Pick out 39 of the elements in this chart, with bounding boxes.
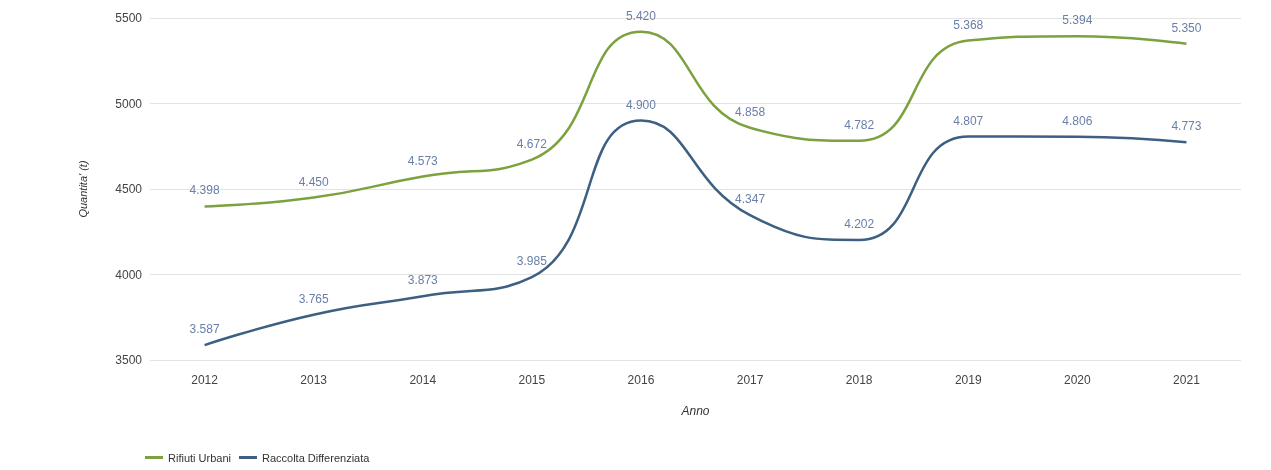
legend-label: Rifiuti Urbani — [168, 451, 231, 464]
x-axis-title: Anno — [680, 404, 710, 418]
x-tick-label: 2013 — [300, 373, 328, 387]
x-tick-label: 2021 — [1173, 373, 1201, 387]
data-label: 4.858 — [735, 104, 766, 119]
y-tick-label: 4500 — [115, 182, 143, 196]
data-label: 3.765 — [298, 291, 329, 306]
y-tick-label: 5500 — [115, 11, 143, 25]
x-tick-label: 2017 — [736, 373, 764, 387]
data-label: 5.420 — [625, 8, 657, 23]
data-label: 5.394 — [1062, 13, 1093, 28]
x-tick-label: 2019 — [954, 373, 982, 387]
x-tick-label: 2016 — [627, 373, 655, 387]
x-tick-label: 2015 — [518, 373, 546, 387]
data-label: 4.450 — [298, 174, 329, 189]
data-label: 4.202 — [844, 216, 875, 231]
x-tick-label: 2018 — [845, 373, 873, 387]
y-tick-label: 5000 — [115, 96, 143, 111]
y-tick-label: 4000 — [115, 267, 143, 282]
x-tick-label: 2020 — [1064, 373, 1092, 387]
data-label: 4.347 — [735, 192, 766, 207]
data-label: 5.368 — [953, 17, 984, 32]
data-label: 4.806 — [1062, 113, 1093, 128]
y-tick-label: 3500 — [115, 353, 143, 367]
data-label: 3.873 — [407, 273, 439, 288]
y-axis-title: Quantita' (t) — [76, 160, 89, 218]
x-tick-label: 2014 — [409, 373, 437, 387]
data-label: 4.573 — [407, 153, 439, 168]
data-label: 4.672 — [516, 136, 548, 151]
data-label: 4.773 — [1171, 119, 1202, 134]
data-label: 4.782 — [844, 117, 875, 132]
data-label: 4.398 — [189, 183, 220, 198]
x-tick-label: 2012 — [191, 373, 219, 387]
data-label: 5.350 — [1171, 20, 1202, 35]
data-label: 3.985 — [516, 254, 548, 269]
data-label: 4.900 — [625, 97, 657, 112]
data-label: 3.587 — [189, 322, 220, 337]
data-label: 4.807 — [953, 113, 984, 128]
legend-label: Raccolta Differenziata — [261, 451, 371, 464]
